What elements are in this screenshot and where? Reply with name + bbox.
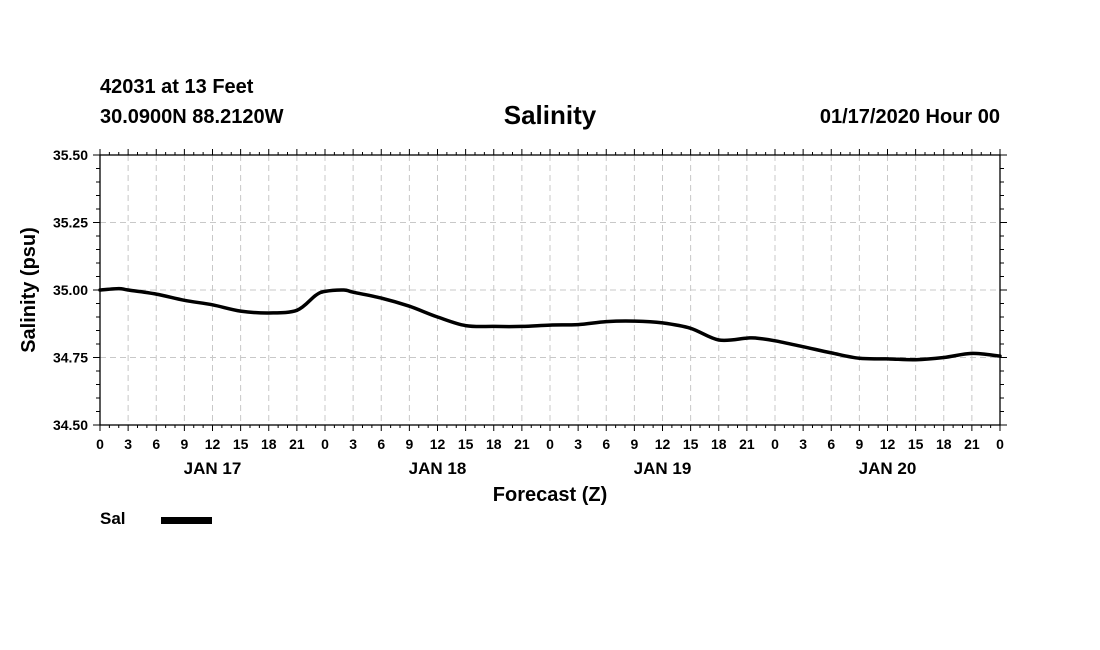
y-axis-tick-labels: 34.50 34.75 35.00 35.25 35.50 <box>53 147 88 433</box>
day-label: JAN 17 <box>184 459 242 478</box>
x-tick-label: 18 <box>711 436 727 452</box>
day-label: JAN 18 <box>409 459 467 478</box>
y-tick-label: 35.00 <box>53 282 88 298</box>
x-tick-label: 6 <box>827 436 835 452</box>
x-tick-label: 3 <box>799 436 807 452</box>
x-tick-label: 21 <box>289 436 305 452</box>
x-tick-label: 15 <box>233 436 249 452</box>
y-tick-label: 34.50 <box>53 417 88 433</box>
forecast-run-time: 01/17/2020 Hour 00 <box>819 106 1000 128</box>
x-tick-label: 0 <box>996 436 1004 452</box>
x-tick-label: 21 <box>964 436 980 452</box>
y-axis-title: Salinity (psu) <box>18 227 40 353</box>
x-axis-title: Forecast (Z) <box>493 484 607 506</box>
x-tick-label: 3 <box>349 436 357 452</box>
day-label: JAN 19 <box>634 459 692 478</box>
y-tick-label: 35.50 <box>53 147 88 163</box>
station-coordinates: 30.0900N 88.2120W <box>100 106 284 128</box>
x-tick-label: 21 <box>739 436 755 452</box>
y-tick-label: 35.25 <box>53 215 88 231</box>
x-tick-label: 0 <box>321 436 329 452</box>
x-tick-label: 21 <box>514 436 530 452</box>
day-label: JAN 20 <box>859 459 917 478</box>
x-tick-label: 12 <box>655 436 671 452</box>
x-tick-label: 9 <box>630 436 638 452</box>
x-tick-label: 12 <box>880 436 896 452</box>
x-tick-label: 18 <box>261 436 277 452</box>
x-tick-label: 0 <box>546 436 554 452</box>
legend-series-swatch <box>161 517 212 524</box>
x-tick-label: 15 <box>683 436 699 452</box>
series-line-sal <box>98 286 1002 362</box>
x-tick-label: 6 <box>377 436 385 452</box>
chart-title-text: Salinity <box>503 100 597 130</box>
x-tick-label: 12 <box>430 436 446 452</box>
x-tick-label: 6 <box>602 436 610 452</box>
series-layer <box>98 286 1002 362</box>
x-tick-label: 15 <box>908 436 924 452</box>
x-tick-label: 18 <box>486 436 502 452</box>
x-tick-label: 6 <box>152 436 160 452</box>
x-tick-label: 9 <box>855 436 863 452</box>
x-tick-label: 3 <box>124 436 132 452</box>
x-tick-label: 9 <box>180 436 188 452</box>
x-tick-label: 12 <box>205 436 221 452</box>
grid-lines <box>100 155 1000 425</box>
station-name: 42031 at 13 Feet <box>100 76 254 98</box>
x-tick-label: 18 <box>936 436 952 452</box>
x-tick-label: 0 <box>96 436 104 452</box>
x-tick-label: 3 <box>574 436 582 452</box>
x-tick-label: 0 <box>771 436 779 452</box>
x-axis-tick-labels: 0 3 6 9 12 15 18 21 0 3 6 9 12 15 18 21 0 3 6 9 12 15 18 21 0 3 6 9… <box>96 436 1004 452</box>
y-tick-label: 34.75 <box>53 350 88 366</box>
day-labels: JAN 17 JAN 18 JAN 19 JAN 20 <box>184 459 917 478</box>
x-tick-label: 9 <box>405 436 413 452</box>
legend-series-label: Sal <box>100 509 126 528</box>
x-tick-label: 15 <box>458 436 474 452</box>
chart-title: Salinity <box>0 100 1100 131</box>
